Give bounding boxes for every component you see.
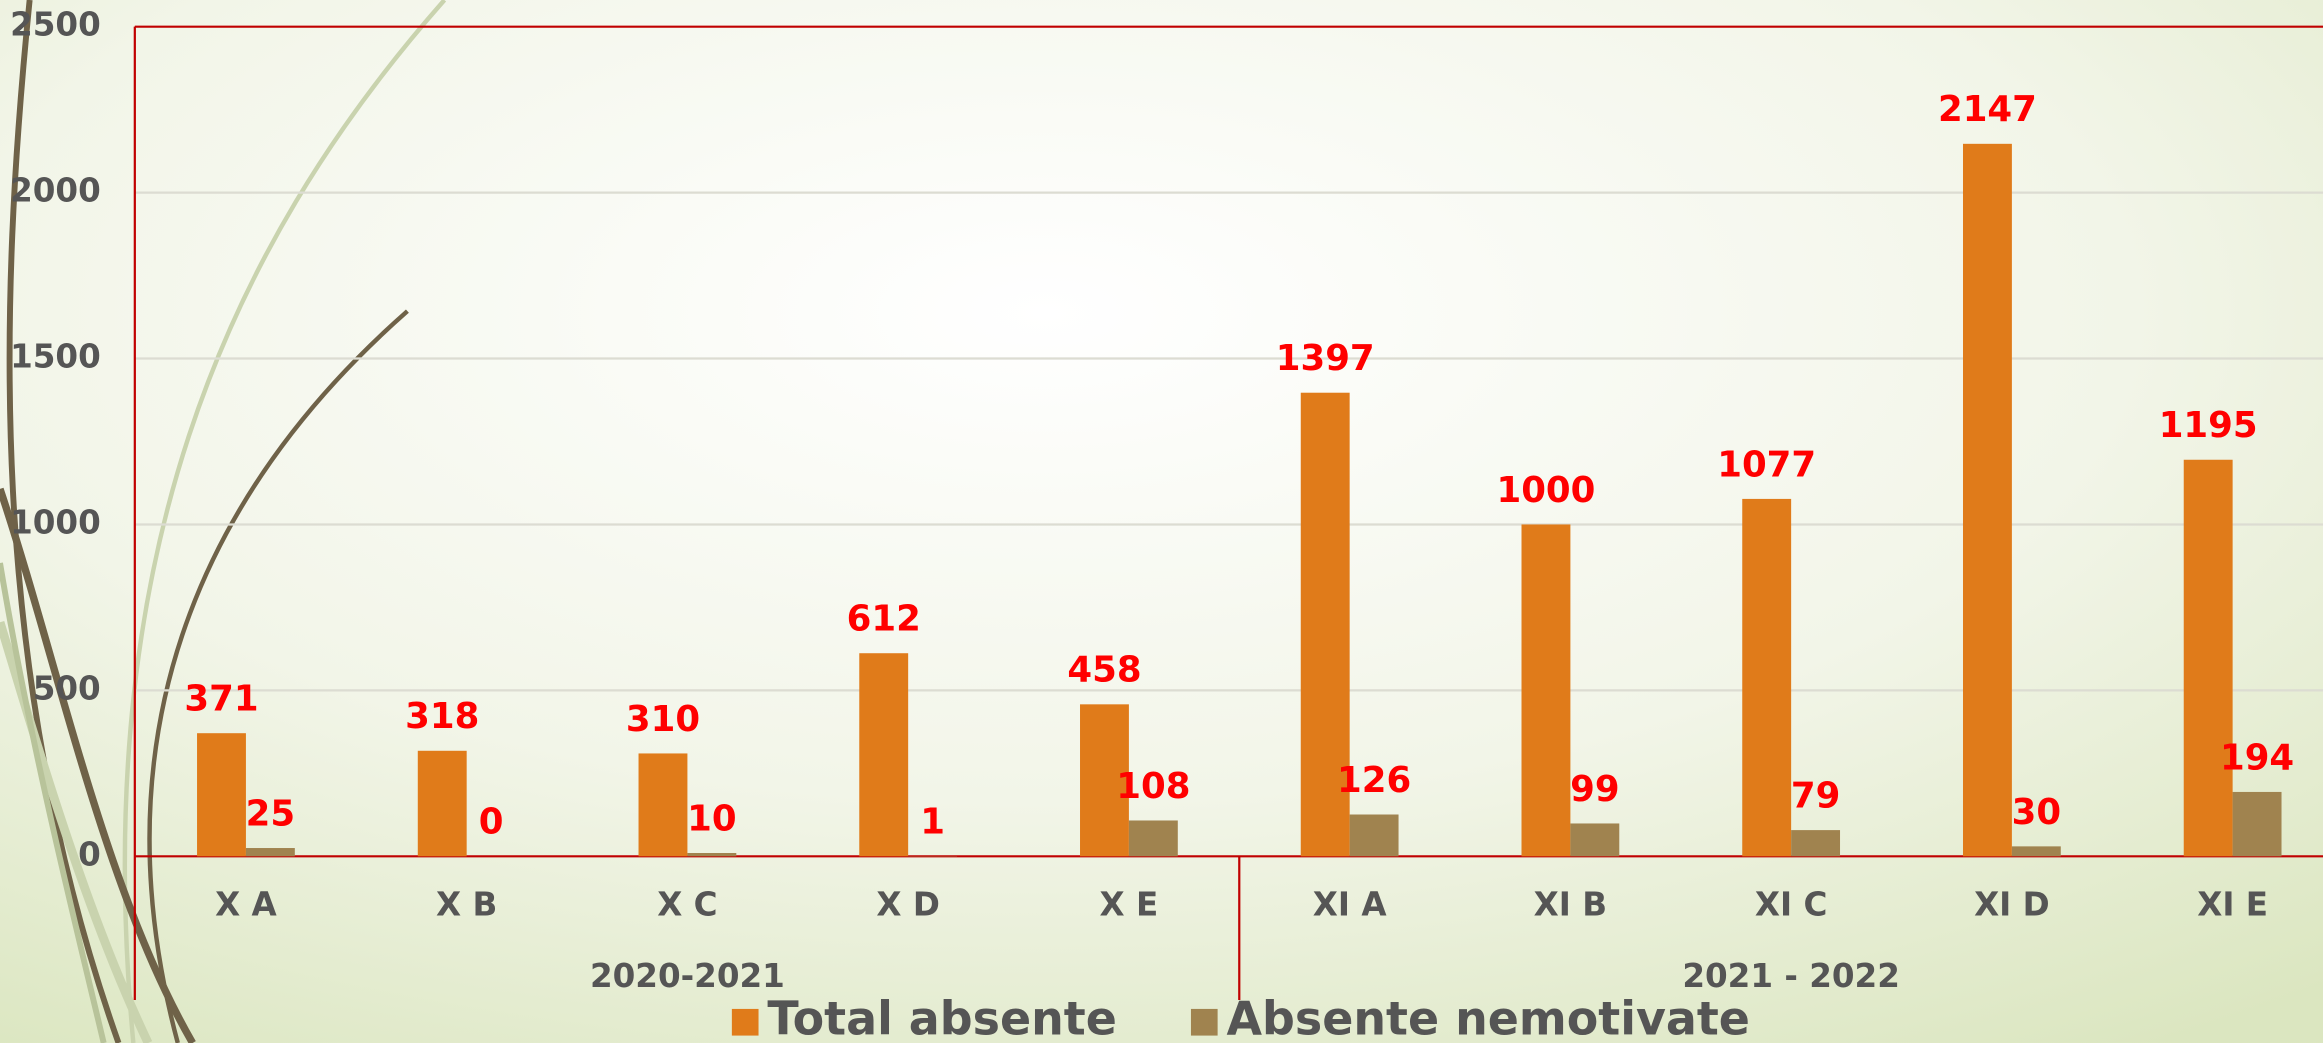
x-tick-label: XI B [1534,886,1607,924]
bar [2012,846,2061,856]
bar [2233,792,2282,856]
bar [639,753,688,856]
y-tick-label: 1000 [10,503,101,541]
x-tick-label: X C [657,886,717,924]
group-label: 2021 - 2022 [1682,957,1900,995]
x-tick-label: X D [876,886,940,924]
bar [246,848,295,856]
group-label: 2020-2021 [590,957,785,995]
legend-label: Total absente [767,992,1116,1043]
page: 0 500 1000 1500 2000 2500 X A 371 25 X B 318 0 X C 31… [0,0,2323,1043]
y-tick-label: 2000 [10,172,101,210]
data-label: 1000 [1496,470,1595,511]
y-tick-label: 2500 [10,6,101,44]
legend-swatch [1191,1009,1218,1036]
bar [1350,815,1399,857]
x-tick-label: XI A [1313,886,1388,924]
data-label: 1195 [2159,405,2258,446]
bar [1129,820,1178,856]
bar [1963,144,2012,856]
y-tick-label: 1500 [10,338,101,376]
data-label: 30 [2012,792,2061,833]
data-label: 194 [2220,737,2294,778]
data-label: 0 [479,802,504,843]
y-tick-label: 0 [78,835,101,873]
data-label: 310 [626,699,700,740]
x-tick-label: XI D [1974,886,2050,924]
bar [859,653,908,856]
bar [197,733,246,856]
data-label: 318 [405,696,479,737]
x-tick-label: XI E [2197,886,2268,924]
data-label: 108 [1116,766,1190,807]
bar [687,853,736,856]
data-label: 99 [1570,769,1619,810]
data-label: 612 [847,599,921,640]
data-label: 1397 [1276,338,1375,379]
bar [1522,524,1571,856]
bar [1742,499,1791,856]
x-tick-label: X E [1100,886,1159,924]
data-label: 126 [1337,760,1411,801]
x-tick-label: X A [215,886,277,924]
x-tick-label: XI C [1755,886,1828,924]
data-label: 1 [920,801,945,842]
data-label: 79 [1791,776,1840,817]
y-tick-label: 500 [33,669,101,707]
bar [1570,823,1619,856]
data-label: 1077 [1717,444,1816,485]
legend-label: Absente nemotivate [1227,992,1750,1043]
bar [2184,460,2233,857]
data-label: 2147 [1938,89,2037,130]
data-label: 10 [687,798,736,839]
legend-swatch [732,1009,759,1036]
bar [1791,830,1840,856]
x-tick-label: X B [436,886,497,924]
data-label: 458 [1067,650,1141,691]
bar [418,751,467,857]
data-label: 25 [246,793,295,834]
chart: 0 500 1000 1500 2000 2500 X A 371 25 X B 318 0 X C 31… [0,0,2323,1043]
data-label: 371 [184,679,258,720]
